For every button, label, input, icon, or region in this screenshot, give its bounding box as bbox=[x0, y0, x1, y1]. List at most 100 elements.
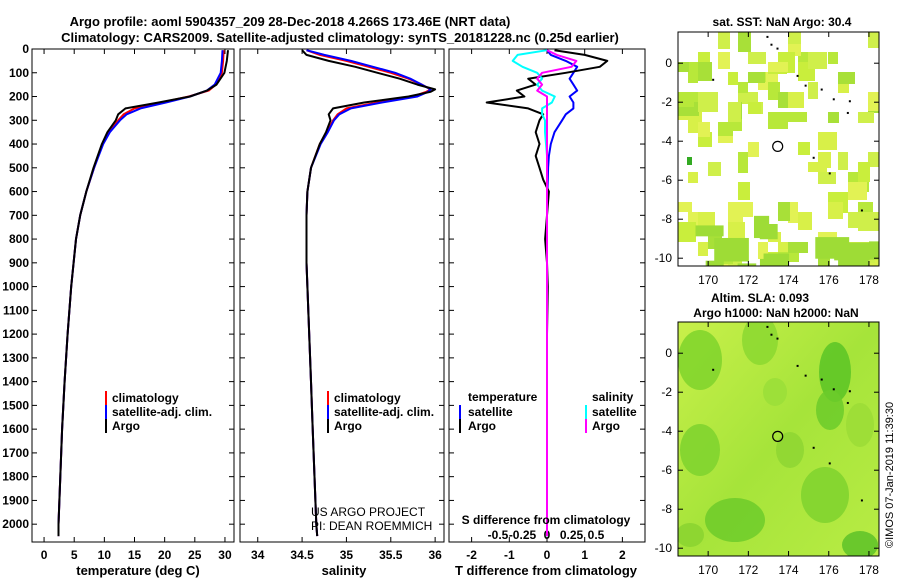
sst-cell bbox=[728, 72, 738, 85]
sla-blob bbox=[801, 467, 849, 523]
sla-map-frame bbox=[677, 321, 880, 557]
x-tick-label: -1 bbox=[504, 548, 515, 562]
sst-cell bbox=[815, 237, 850, 259]
map-y-label: 0 bbox=[665, 346, 672, 360]
island-dot bbox=[776, 337, 779, 340]
map-y-label: -2 bbox=[661, 385, 672, 399]
map-x-label: 178 bbox=[859, 273, 879, 287]
y-tick-label: 1200 bbox=[2, 327, 29, 341]
imos-stamp: ©IMOS 07-Jan-2019 11:39:30 bbox=[884, 402, 896, 548]
map-y-label: -10 bbox=[655, 251, 673, 265]
map-y-label: -4 bbox=[661, 424, 672, 438]
y-tick-label: 100 bbox=[9, 66, 29, 80]
argo-position-marker bbox=[772, 140, 784, 152]
y-tick-label: 1900 bbox=[2, 493, 29, 507]
sst-cell bbox=[748, 102, 761, 114]
island-dot bbox=[860, 499, 863, 502]
sst-cell bbox=[705, 260, 724, 266]
legend-label-satellite: satellite-adj. clim. bbox=[112, 405, 212, 419]
sst-cell bbox=[714, 237, 749, 262]
sst-cell bbox=[738, 32, 751, 52]
title-line-2: Climatology: CARS2009. Satellite-adjuste… bbox=[61, 30, 619, 45]
sst-cell bbox=[768, 72, 778, 82]
legend-title-temperature: temperature bbox=[468, 390, 538, 404]
sst-cell bbox=[838, 152, 848, 170]
map-x-label: 174 bbox=[779, 273, 799, 287]
island-dot bbox=[860, 209, 863, 212]
island-dot bbox=[804, 84, 807, 87]
x-tick-label: 1 bbox=[581, 548, 588, 562]
s-tick-label: -0.5 bbox=[488, 528, 509, 542]
island-dot bbox=[828, 462, 831, 465]
island-dot bbox=[766, 325, 769, 328]
y-tick-label: 300 bbox=[9, 113, 29, 127]
map-y-label: -4 bbox=[661, 134, 672, 148]
legend-label-s-satellite: satellite bbox=[592, 405, 637, 419]
x-tick-label: 20 bbox=[158, 548, 172, 562]
island-dot bbox=[828, 172, 831, 175]
legend-label-s-argo: Argo bbox=[592, 419, 620, 433]
legend-label-t-argo: Argo bbox=[468, 419, 496, 433]
legend-label-climatology: climatology bbox=[112, 391, 179, 405]
sst-cell bbox=[678, 92, 694, 107]
map-x-label: 170 bbox=[698, 273, 718, 287]
sst-cell bbox=[698, 122, 710, 137]
y-tick-label: 700 bbox=[9, 208, 29, 222]
sst-cell bbox=[788, 202, 798, 223]
sst-cell bbox=[698, 92, 718, 112]
island-dot bbox=[796, 74, 799, 77]
island-dot bbox=[848, 100, 851, 103]
sst-cell bbox=[858, 202, 873, 212]
sst-map-axes: 170 172 174 176 178 0 -2 -4 -6 -8 -10 bbox=[655, 32, 879, 287]
sla-blob bbox=[680, 424, 720, 476]
island-dot bbox=[712, 368, 715, 371]
pi-credit: PI: DEAN ROEMMICH bbox=[311, 519, 432, 533]
sst-cell bbox=[738, 82, 748, 93]
sst-map-cells bbox=[678, 32, 879, 266]
x-tick-label: 35 bbox=[340, 548, 354, 562]
x-tick-label: 30 bbox=[218, 548, 232, 562]
sst-cell bbox=[708, 162, 721, 176]
sst-cell bbox=[718, 122, 733, 136]
sst-cell bbox=[695, 225, 724, 237]
y-tick-label: 500 bbox=[9, 161, 29, 175]
island-dot bbox=[846, 111, 849, 114]
sla-blob bbox=[705, 498, 765, 542]
y-tick-label: 1800 bbox=[2, 470, 29, 484]
salinity-panel bbox=[239, 48, 445, 543]
island-dot bbox=[804, 374, 807, 377]
sst-map-frame bbox=[677, 31, 880, 267]
y-tick-label: 1500 bbox=[2, 398, 29, 412]
y-tick-label: 0 bbox=[22, 42, 29, 56]
sla-blob bbox=[819, 342, 851, 402]
map-y-label: -10 bbox=[655, 541, 673, 555]
map-x-label: 176 bbox=[819, 273, 839, 287]
map-x-label: 176 bbox=[819, 563, 839, 577]
sst-cell bbox=[738, 152, 748, 173]
sst-cell bbox=[778, 202, 790, 221]
island-dot bbox=[832, 388, 835, 391]
legend-label-argo: Argo bbox=[334, 419, 362, 433]
island-dot bbox=[766, 35, 769, 38]
y-tick-label: 1600 bbox=[2, 422, 29, 436]
island-dot bbox=[820, 378, 823, 381]
project-credit: US ARGO PROJECT bbox=[311, 505, 426, 519]
series-salinity-1 bbox=[305, 49, 432, 537]
sst-cell bbox=[738, 92, 758, 104]
depth-axis: 0 100 200 300 400 500 600 700 800 900 1000 1100 1200… bbox=[2, 42, 645, 531]
sst-cell bbox=[718, 52, 730, 69]
map-y-label: -6 bbox=[661, 463, 672, 477]
x-tick-label: 10 bbox=[98, 548, 112, 562]
y-tick-label: 1100 bbox=[3, 303, 29, 317]
temperature-legend: climatology satellite-adj. clim. Argo bbox=[105, 391, 212, 433]
sst-cell bbox=[728, 222, 745, 243]
sst-cell bbox=[768, 82, 780, 100]
sst-cell bbox=[748, 142, 759, 157]
map-y-label: -8 bbox=[661, 212, 672, 226]
map-x-label: 172 bbox=[738, 273, 758, 287]
sst-cell bbox=[808, 52, 827, 69]
legend-label-satellite: satellite-adj. clim. bbox=[334, 405, 434, 419]
sst-cell bbox=[768, 112, 788, 129]
x-tick-label: 0 bbox=[544, 548, 551, 562]
